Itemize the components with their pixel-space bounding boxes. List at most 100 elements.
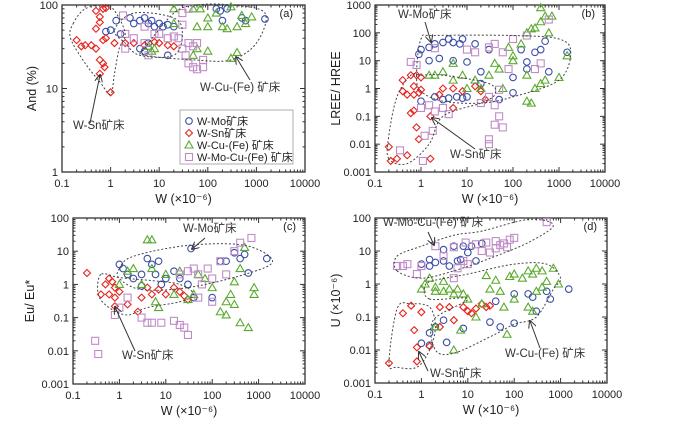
data-point-cu bbox=[523, 265, 534, 275]
data-point-cu bbox=[232, 21, 243, 31]
field-envelope bbox=[116, 243, 274, 291]
data-point-mocu bbox=[484, 135, 493, 144]
data-point-cu bbox=[562, 50, 573, 60]
data-point-mocu bbox=[155, 29, 164, 39]
data-point-mocu bbox=[140, 22, 149, 31]
data-point-cu bbox=[521, 96, 532, 105]
data-point-sn bbox=[77, 42, 86, 51]
data-point-mo bbox=[472, 257, 480, 265]
data-point-mo bbox=[147, 16, 156, 25]
data-point-mocu bbox=[169, 32, 178, 41]
data-point-cu bbox=[236, 10, 247, 19]
data-point-mocu bbox=[194, 270, 203, 279]
data-point-cu bbox=[535, 2, 546, 12]
data-point-mocu bbox=[453, 264, 462, 273]
y-tick-label: 1 bbox=[365, 84, 371, 96]
data-point-cu bbox=[530, 22, 540, 32]
data-point-cu bbox=[502, 329, 512, 338]
data-point-mocu bbox=[199, 63, 208, 72]
data-point-cu bbox=[150, 296, 161, 306]
field-envelope bbox=[69, 4, 126, 95]
x-tick-label: 100 bbox=[203, 390, 221, 402]
data-point-cu bbox=[424, 70, 435, 79]
data-point-mocu bbox=[140, 39, 149, 48]
legend-label-sn: W-Sn矿床 bbox=[197, 126, 246, 140]
y-tick-label: 100 bbox=[353, 28, 371, 40]
data-point-cu bbox=[535, 16, 546, 26]
data-point-cu bbox=[239, 242, 250, 251]
data-point-cu bbox=[541, 276, 552, 285]
data-point-sn bbox=[476, 86, 486, 96]
panel-label: (a) bbox=[280, 8, 293, 20]
data-point-mo bbox=[546, 295, 555, 303]
series-mo bbox=[102, 4, 269, 60]
data-point-mocu bbox=[183, 330, 192, 340]
field-annotation: W-Cu-(Fe) 矿床 bbox=[200, 80, 281, 94]
y-axis-label: Eu/ Eu* bbox=[23, 280, 37, 323]
data-point-mo bbox=[154, 257, 163, 266]
x-tick-label: 10000 bbox=[592, 389, 623, 401]
data-point-mo bbox=[471, 40, 479, 48]
data-point-sn bbox=[104, 274, 114, 283]
data-point-sn bbox=[470, 82, 480, 91]
data-point-sn bbox=[104, 290, 114, 299]
annotation-arrow bbox=[419, 352, 429, 372]
x-axis-label: W (×10⁻⁶) bbox=[161, 404, 218, 418]
data-point-mo bbox=[509, 88, 517, 97]
data-point-sn bbox=[409, 90, 419, 99]
x-tick-label: 0.1 bbox=[65, 390, 80, 402]
data-point-mo bbox=[452, 93, 461, 101]
legend-marker-mo bbox=[185, 117, 193, 125]
data-point-sn bbox=[414, 88, 424, 98]
data-point-sn bbox=[154, 285, 163, 294]
data-point-sn bbox=[161, 290, 171, 299]
data-point-cu bbox=[526, 97, 537, 107]
data-point-mo bbox=[442, 338, 451, 347]
data-point-mo bbox=[163, 51, 172, 60]
data-point-sn bbox=[95, 18, 105, 27]
data-point-cu bbox=[455, 325, 466, 334]
data-point-sn bbox=[449, 315, 459, 325]
data-point-sn bbox=[485, 301, 495, 310]
data-point-mo bbox=[425, 56, 433, 65]
data-point-cu bbox=[498, 301, 509, 311]
data-point-cu bbox=[476, 298, 487, 308]
panel-label: (c) bbox=[283, 221, 296, 233]
data-point-mocu bbox=[184, 4, 193, 13]
data-point-sn bbox=[398, 308, 408, 318]
data-point-cu bbox=[430, 286, 441, 295]
data-point-mocu bbox=[463, 260, 472, 269]
data-point-sn bbox=[416, 73, 426, 82]
data-point-cu bbox=[192, 43, 202, 53]
field-envelope bbox=[388, 302, 436, 370]
data-point-cu bbox=[202, 21, 213, 31]
data-point-cu bbox=[535, 78, 546, 88]
data-point-mo bbox=[439, 316, 448, 325]
x-tick-label: 10 bbox=[461, 178, 473, 190]
y-tick-label: 1 bbox=[52, 167, 58, 179]
data-point-cu bbox=[235, 317, 246, 327]
data-point-sn bbox=[91, 44, 101, 53]
data-point-cu bbox=[448, 58, 459, 67]
y-tick-label: 0.001 bbox=[343, 378, 371, 390]
data-point-mo bbox=[477, 239, 486, 248]
data-point-mocu bbox=[490, 39, 499, 48]
data-point-sn bbox=[392, 154, 402, 163]
data-point-sn bbox=[406, 108, 416, 118]
data-point-cu bbox=[143, 41, 154, 50]
data-point-mocu bbox=[418, 156, 427, 165]
data-point-sn bbox=[409, 82, 419, 91]
data-point-mocu bbox=[430, 107, 439, 116]
legend-label-mocu: W-Mo-Cu-(Fe) 矿床 bbox=[197, 150, 293, 164]
data-point-cu bbox=[504, 271, 515, 280]
data-point-mo bbox=[536, 45, 545, 54]
data-point-mocu bbox=[471, 48, 480, 57]
data-point-sn bbox=[409, 106, 419, 115]
field-annotation: W-Sn矿床 bbox=[450, 147, 502, 161]
data-point-sn bbox=[406, 70, 416, 80]
data-point-sn bbox=[445, 302, 454, 312]
data-point-cu bbox=[548, 263, 559, 272]
field-annotation: W-Mo矿床 bbox=[183, 221, 237, 235]
data-point-mocu bbox=[181, 51, 190, 60]
